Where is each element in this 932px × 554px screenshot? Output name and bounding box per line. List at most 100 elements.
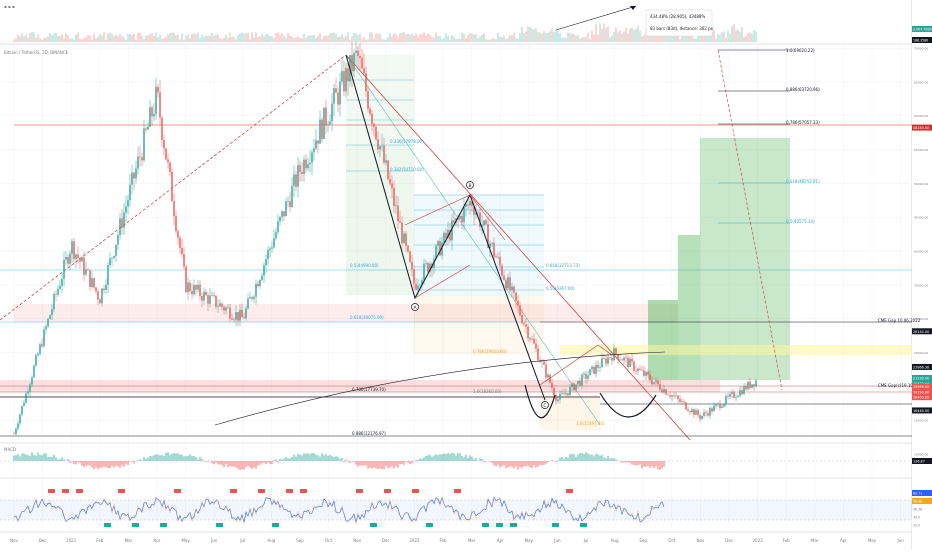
candle-body	[743, 386, 744, 394]
volume-bar	[721, 33, 722, 42]
volume-bar	[101, 36, 102, 42]
macd-bar	[233, 461, 234, 467]
volume-bar	[741, 27, 742, 42]
volume-bar	[599, 23, 600, 42]
candle-body	[285, 201, 286, 216]
volume-bar	[165, 37, 166, 42]
candle-body	[297, 165, 298, 187]
candle-body	[241, 310, 242, 317]
volume-bar	[349, 40, 350, 42]
candle-body	[523, 323, 524, 324]
rsi-signal-tag	[272, 523, 279, 527]
rsi-badge-label: 46.38	[913, 508, 922, 512]
macd-bar	[541, 461, 542, 465]
price-badge-label: 58250.00	[913, 126, 929, 130]
candle-body	[63, 260, 64, 279]
rsi-signal-tag	[174, 489, 181, 493]
volume-bar	[215, 35, 216, 42]
macd-bar	[27, 455, 28, 461]
candle-body	[181, 248, 182, 254]
volume-bar	[161, 39, 162, 42]
candle-body	[379, 146, 380, 149]
macd-bar	[143, 457, 144, 461]
volume-bar	[363, 37, 364, 42]
macd-bar	[627, 461, 628, 463]
volume-bar	[625, 28, 626, 42]
measure-box[interactable]: 434.48% (28,905), 43488% 83 bars (83d), …	[646, 10, 714, 36]
candle-body	[41, 344, 42, 346]
candle-body	[203, 292, 204, 301]
candle-body	[639, 369, 640, 370]
macd-bar	[529, 461, 530, 467]
volume-bar	[613, 32, 614, 42]
volume-bar	[517, 39, 518, 42]
volume-bar	[381, 39, 382, 42]
macd-bar	[81, 461, 82, 466]
candle-body	[617, 354, 618, 360]
candle-body	[277, 221, 278, 232]
volume-bar	[509, 35, 510, 42]
rsi-signal-tag	[384, 489, 391, 493]
macd-bar	[449, 454, 450, 461]
rsi-signal-tag	[356, 489, 363, 493]
macd-bar	[395, 461, 396, 466]
volume-bar	[595, 24, 596, 42]
candle-body	[19, 415, 20, 424]
macd-bar	[287, 458, 288, 461]
price-badge-label: 22866.38	[913, 365, 929, 369]
macd-bar	[361, 461, 362, 466]
time-tick-label: Mar	[125, 538, 133, 543]
volume-bar	[549, 31, 550, 42]
volume-bar	[407, 34, 408, 42]
volume-bar	[601, 29, 602, 42]
volume-bar	[267, 34, 268, 42]
volume-bar	[359, 34, 360, 42]
volume-bar	[121, 36, 122, 42]
volume-bar	[45, 38, 46, 42]
candle-body	[245, 308, 246, 318]
volume-bar	[61, 34, 62, 42]
candle-body	[423, 264, 424, 281]
candle-body	[139, 157, 140, 158]
volume-bar	[81, 40, 82, 42]
volume-bar	[465, 38, 466, 42]
price-badge-label: 16440.00	[913, 409, 929, 413]
macd-bar	[525, 461, 526, 466]
candle-body	[339, 82, 340, 105]
volume-bar	[163, 38, 164, 42]
candle-body	[363, 68, 364, 73]
candle-body	[529, 338, 530, 339]
candle-body	[713, 406, 714, 411]
volume-bar	[333, 33, 334, 42]
volume-bar	[409, 34, 410, 42]
candle-body	[263, 265, 264, 275]
macd-bar	[241, 461, 242, 469]
candle-body	[17, 423, 18, 428]
candle-body	[615, 348, 616, 354]
volume-bar	[415, 33, 416, 42]
candle-body	[153, 114, 154, 116]
macd-bar	[101, 461, 102, 468]
candle-body	[521, 315, 522, 323]
volume-bar	[715, 39, 716, 42]
macd-bar	[295, 457, 296, 461]
candle-body	[129, 185, 130, 201]
time-tick-label: Sep	[296, 538, 304, 543]
macd-bar	[249, 461, 250, 467]
volume-bar	[157, 38, 158, 42]
symbol-label: Bitcoin / TetherUS, 1D, BINANCE	[4, 50, 69, 55]
candle-body	[325, 108, 326, 126]
volume-bar	[83, 38, 84, 42]
volume-bar	[323, 36, 324, 42]
candle-body	[111, 258, 112, 259]
fib-target-05: 0.5(40575.14)	[786, 219, 815, 224]
volume-bar	[247, 33, 248, 42]
candle-body	[281, 211, 282, 217]
volume-bar	[103, 32, 104, 42]
candle-body	[213, 295, 214, 296]
macd-bar	[221, 461, 222, 465]
volume-bar	[189, 38, 190, 42]
fib-b-05: 0.5(30367.00)	[546, 286, 575, 291]
